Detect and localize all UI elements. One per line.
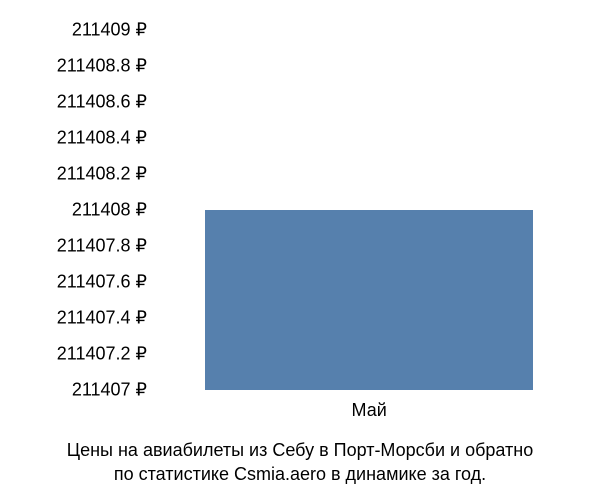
y-tick-label: 211407.8 ₽ xyxy=(57,236,155,257)
bar-chart: 211407 ₽ 211407.2 ₽ 211407.4 ₽ 211407.6 ₽ 21… xyxy=(0,0,600,500)
y-tick-label: 211408.2 ₽ xyxy=(57,164,155,185)
y-tick-label: 211407.6 ₽ xyxy=(57,272,155,293)
caption-line-1: Цены на авиабилеты из Себу в Порт-Морсби… xyxy=(0,438,600,462)
y-tick-label: 211408.8 ₽ xyxy=(57,56,155,77)
y-tick-label: 211407.4 ₽ xyxy=(57,308,155,329)
y-tick-label: 211408.6 ₽ xyxy=(57,92,155,113)
caption-line-2: по статистике Csmia.aero в динамике за г… xyxy=(0,462,600,486)
plot-area: 211407 ₽211407.2 ₽211407.4 ₽211407.6 ₽21… xyxy=(155,30,575,390)
y-tick-label: 211407 ₽ xyxy=(72,380,155,401)
y-tick-label: 211408.4 ₽ xyxy=(57,128,155,149)
y-tick-label: 211407.2 ₽ xyxy=(57,344,155,365)
chart-caption: Цены на авиабилеты из Себу в Порт-Морсби… xyxy=(0,438,600,487)
x-tick-label: Май xyxy=(352,390,387,421)
y-tick-label: 211408 ₽ xyxy=(72,200,155,221)
y-tick-label: 211409 ₽ xyxy=(72,20,155,41)
chart-bar xyxy=(205,210,533,390)
